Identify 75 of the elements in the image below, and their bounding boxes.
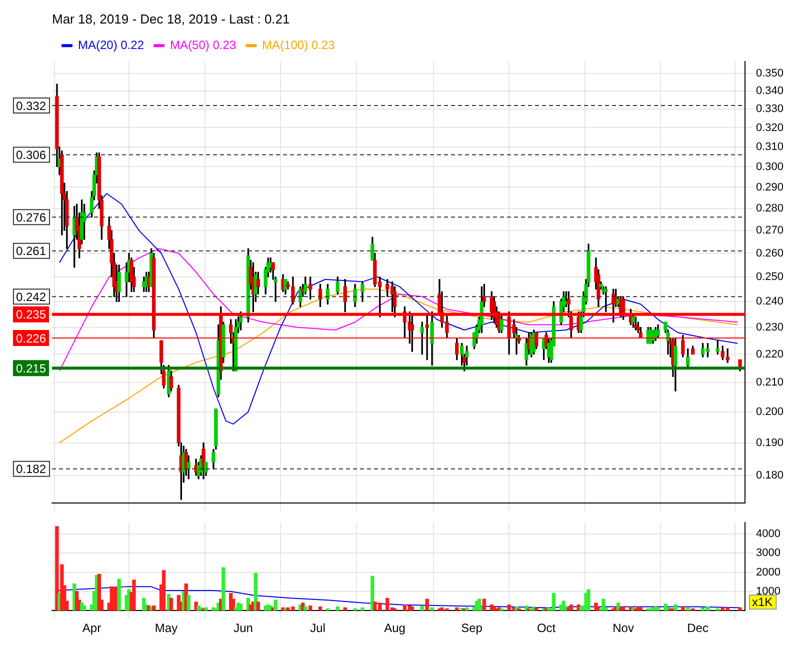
legend-label: MA(50) 0.23 bbox=[170, 38, 236, 52]
y-tick-label: 0.290 bbox=[756, 181, 784, 194]
bar bbox=[621, 606, 626, 611]
bar bbox=[256, 602, 260, 611]
y-tick-label: 0.190 bbox=[756, 436, 784, 449]
bar bbox=[420, 605, 424, 611]
bar bbox=[681, 606, 685, 611]
y-tick-label: 0.320 bbox=[756, 122, 784, 134]
bar bbox=[410, 606, 414, 611]
bar bbox=[222, 567, 226, 611]
ref-line-label: 0.242 bbox=[16, 290, 46, 304]
bar bbox=[186, 594, 190, 611]
y-tick-label: 0.230 bbox=[756, 321, 784, 334]
legend-label: MA(100) 0.23 bbox=[262, 38, 336, 52]
bar bbox=[425, 598, 429, 611]
y-tick-label: 3000 bbox=[756, 547, 780, 560]
bar bbox=[430, 607, 434, 611]
y-tick-label: 0.350 bbox=[756, 68, 784, 80]
x-tick-label: Sep bbox=[461, 621, 483, 636]
bar bbox=[360, 607, 364, 611]
y-tick-label: 0.250 bbox=[756, 270, 784, 283]
y-tick-label: 0.270 bbox=[756, 224, 784, 236]
bar bbox=[308, 605, 312, 611]
x-tick-label: Nov bbox=[612, 621, 634, 636]
y-tick-label: 0.210 bbox=[756, 376, 784, 388]
bar bbox=[318, 606, 322, 611]
ref-line-label: 0.226 bbox=[16, 331, 46, 346]
x-tick-label: May bbox=[154, 621, 178, 636]
y-tick-label: 0.300 bbox=[756, 160, 784, 173]
bar bbox=[336, 606, 340, 611]
y-tick-label: 0.330 bbox=[756, 103, 784, 116]
text: x1K bbox=[752, 594, 773, 609]
ref-line-label: 0.332 bbox=[16, 98, 46, 113]
bar bbox=[132, 580, 136, 611]
y-tick-label: 0.220 bbox=[756, 348, 784, 360]
ref-line-label: 0.261 bbox=[16, 244, 46, 258]
chart-title: Mar 18, 2019 - Dec 18, 2019 - Last : 0.21 bbox=[52, 11, 290, 26]
y-tick-label: 2000 bbox=[756, 566, 780, 578]
ref-line-label: 0.182 bbox=[16, 462, 46, 476]
x-tick-label: Jul bbox=[310, 621, 326, 636]
bar bbox=[586, 589, 590, 611]
bar bbox=[656, 607, 660, 611]
bar bbox=[482, 598, 486, 611]
x-tick-label: Dec bbox=[687, 621, 708, 636]
ref-line-label: 0.215 bbox=[16, 361, 46, 376]
x-tick-label: Aug bbox=[384, 621, 406, 636]
y-tick-label: 0.310 bbox=[756, 140, 784, 153]
y-tick-label: 0.260 bbox=[756, 247, 784, 260]
bar bbox=[674, 604, 678, 611]
bar bbox=[238, 604, 243, 611]
bar bbox=[82, 605, 86, 611]
x-tick-label: Jun bbox=[234, 621, 253, 636]
y-tick-label: 4000 bbox=[756, 528, 780, 540]
y-tick-label: 0.200 bbox=[756, 406, 784, 418]
bar bbox=[517, 608, 521, 611]
bar bbox=[738, 607, 742, 611]
y-tick-label: 0.340 bbox=[756, 85, 784, 98]
legend-label: MA(20) 0.22 bbox=[78, 38, 144, 52]
ref-line-label: 0.235 bbox=[16, 308, 46, 322]
bar bbox=[507, 604, 511, 611]
bar bbox=[569, 604, 573, 611]
bar bbox=[169, 598, 174, 611]
ref-line-label: 0.276 bbox=[16, 210, 46, 224]
bar bbox=[162, 570, 166, 611]
y-tick-label: 0.180 bbox=[756, 470, 784, 482]
candlestick bbox=[425, 314, 429, 360]
x-tick-label: Oct bbox=[536, 621, 556, 636]
y-tick-label: 0.240 bbox=[756, 296, 784, 308]
y-tick-label: 0.280 bbox=[756, 202, 784, 214]
bar bbox=[117, 578, 121, 611]
x-tick-label: Apr bbox=[82, 621, 102, 636]
y-tick-label: 1000 bbox=[756, 586, 780, 598]
bar bbox=[353, 608, 357, 611]
ref-line-label: 0.306 bbox=[16, 148, 46, 162]
bar bbox=[304, 606, 308, 611]
